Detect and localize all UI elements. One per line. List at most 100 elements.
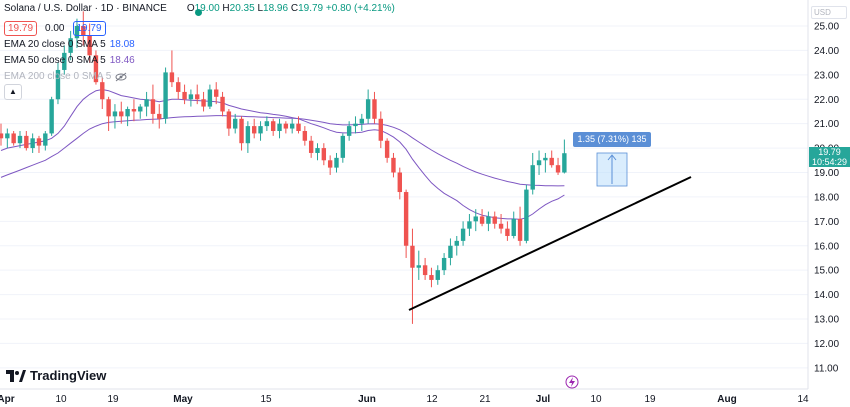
sell-button[interactable]: 19.79: [4, 21, 38, 36]
eye-off-icon[interactable]: [115, 72, 127, 82]
candle: [43, 130, 48, 151]
symbol-legend: Solana / U.S. Dollar · 1D · BINANCE O19.…: [4, 3, 395, 16]
candle-body: [365, 99, 371, 119]
candle: [536, 150, 542, 175]
candle-body: [340, 135, 346, 158]
price-tick-label: 11.00: [814, 363, 839, 374]
measure-label: 1.35 (7.31%) 135: [573, 132, 651, 147]
candle-body: [188, 94, 194, 100]
candle: [492, 211, 497, 229]
candle-body: [517, 218, 523, 241]
candle: [346, 121, 352, 141]
time-tick-label: 10: [55, 394, 67, 405]
candle-body: [62, 52, 67, 70]
candle: [81, 11, 86, 46]
candle: [505, 221, 510, 241]
tradingview-logo-icon: [6, 369, 26, 382]
candle-body: [486, 216, 491, 224]
time-tick-label: 12: [426, 394, 438, 405]
candles: [0, 11, 567, 324]
candle: [479, 209, 485, 227]
close-value: 19.79: [298, 3, 324, 14]
candle: [549, 150, 554, 168]
candle-body: [144, 99, 149, 107]
candle-body: [397, 172, 402, 193]
candle: [106, 96, 111, 131]
candle: [214, 82, 219, 105]
candle: [93, 50, 99, 85]
candle: [233, 113, 238, 134]
candle: [258, 121, 263, 141]
candle: [384, 138, 390, 163]
candle: [239, 116, 244, 151]
candle-body: [543, 157, 548, 161]
candle: [264, 116, 270, 131]
lightning-icon[interactable]: [565, 375, 579, 389]
candle-body: [270, 121, 276, 131]
change-value: +0.80 (+4.21%): [325, 3, 395, 14]
candle-body: [283, 123, 289, 129]
candle-body: [429, 275, 434, 280]
candle: [441, 253, 447, 276]
candle: [486, 211, 491, 232]
price-tick-label: 14.00: [814, 290, 839, 301]
candle-body: [448, 245, 453, 258]
candle-body: [353, 123, 358, 127]
price-tick-label: 21.00: [814, 119, 839, 130]
price-tick-label: 25.00: [814, 22, 839, 33]
candle: [163, 67, 168, 124]
indicator-value: 18.08: [109, 39, 135, 50]
candle-body: [530, 165, 535, 190]
candle-body: [492, 216, 497, 224]
candle-body: [378, 118, 383, 141]
trade-row: 19.79 0.00 19.79: [4, 21, 106, 36]
candle: [365, 89, 371, 124]
candle: [321, 143, 327, 166]
indicator-ema200[interactable]: EMA 200 close 0 SMA 5: [4, 71, 127, 82]
candle-body: [334, 157, 339, 168]
candle-body: [505, 228, 510, 236]
candle: [530, 152, 535, 195]
candle: [207, 84, 213, 110]
candle: [454, 235, 459, 256]
candle: [511, 211, 516, 239]
indicator-ema20[interactable]: EMA 20 close 0 SMA 5 18.08: [4, 39, 135, 50]
trendline[interactable]: [408, 176, 692, 311]
candle: [220, 91, 225, 117]
candle-body: [536, 160, 542, 166]
candle-body: [289, 123, 295, 129]
buy-button[interactable]: 19.79: [72, 21, 106, 36]
collapse-legend-button[interactable]: ▲: [4, 84, 22, 100]
tradingview-logo[interactable]: TradingView: [6, 368, 106, 383]
price-tick-label: 16.00: [814, 241, 839, 252]
time-tick-label: May: [173, 394, 193, 405]
candle-body: [264, 121, 270, 127]
candle-body: [74, 26, 80, 39]
candle: [422, 257, 428, 280]
candle-body: [201, 99, 206, 107]
currency-selector[interactable]: USD: [811, 6, 847, 19]
candle: [55, 62, 61, 105]
candle-body: [467, 221, 472, 229]
candle: [277, 118, 282, 139]
candle: [315, 143, 320, 161]
indicator-ema50[interactable]: EMA 50 close 0 SMA 5 18.46: [4, 55, 135, 66]
price-tick-label: 19.00: [814, 168, 839, 179]
candle: [176, 77, 181, 100]
candle-body: [302, 130, 308, 141]
symbol-title[interactable]: Solana / U.S. Dollar · 1D · BINANCE: [4, 3, 167, 14]
indicator-name: EMA 20 close 0 SMA 5: [4, 39, 106, 50]
candle-body: [346, 126, 352, 136]
candle: [252, 118, 257, 139]
time-axis[interactable]: Apr 10 19 May 15 Jun 12 21 Jul 10 19 Aug 14: [0, 394, 809, 405]
price-axis[interactable]: 25.0024.0023.0022.0021.0020.0019.0018.00…: [814, 22, 839, 375]
time-tick-label: Aug: [717, 394, 736, 405]
candle-body: [410, 245, 415, 268]
candle: [524, 184, 529, 244]
candle: [157, 104, 162, 129]
candle-body: [0, 133, 4, 139]
candle: [100, 77, 105, 110]
candle: [302, 126, 308, 146]
